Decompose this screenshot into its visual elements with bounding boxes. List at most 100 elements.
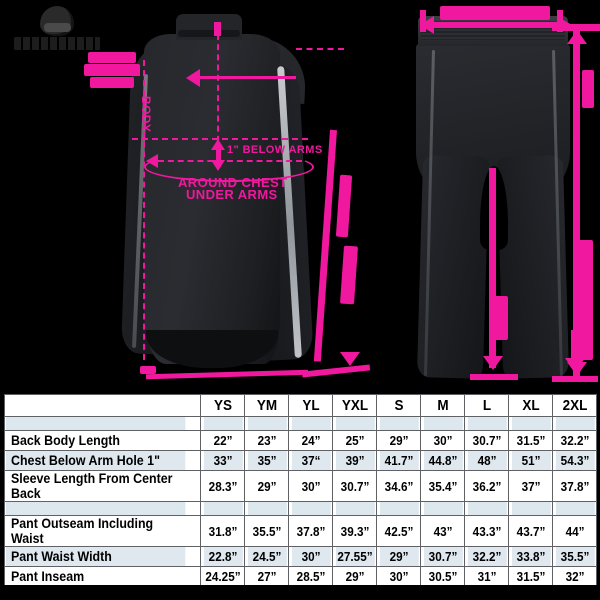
cell: 42.5” [378,515,419,547]
cell: 27.55” [334,546,375,567]
cell: 32” [554,566,595,587]
header-size-yxl: YXL [334,394,375,417]
row-label: Pant Inseam [4,566,186,587]
chest-ellipse [144,152,314,182]
size-chart-table: YS YM YL YXL S M L XL 2XL [4,394,597,587]
outseam-line [573,30,580,376]
table-row: Pant Waist Width 22.8” 24.5” 30” 27.55” … [4,546,597,567]
cell: 30” [290,546,331,567]
outseam-top-cap [552,24,600,31]
table-spacer-row-top [4,416,597,431]
cell: 48” [466,450,507,471]
cell: 33.8” [510,546,551,567]
cell: 37.8” [554,470,595,502]
header-size-yl: YL [290,394,331,417]
row-label: Chest Below Arm Hole 1" [4,450,186,471]
logo-silhouette-icon [40,6,74,36]
shoulder-dimension-line [198,76,296,79]
cell: 32.2” [466,546,507,567]
cell: 29” [246,470,287,502]
track-pants [412,16,574,379]
header-measurement [4,394,186,417]
cell: 33” [202,450,243,471]
outseam-arrow-up-icon [567,30,587,44]
cell: 44” [554,515,595,547]
row-label: Back Body Length [4,430,186,451]
row-label: Sleeve Length From Center Back [4,470,186,502]
outseam-label-blur [578,240,593,360]
cell: 24.25” [202,566,243,587]
product-photo-area: BODY 1" BELOW ARMS AROUND CHEST UNDER AR… [14,6,600,382]
cell: 22” [202,430,243,451]
cell: 32.2” [554,430,595,451]
cell: 41.7” [378,450,419,471]
cell: 30” [378,566,419,587]
cell: 43.3” [466,515,507,547]
waist-width-line [432,22,562,28]
pants-waistband [418,16,568,46]
cell: 34.6” [378,470,419,502]
header-size-ys: YS [202,394,243,417]
cell: 31” [466,566,507,587]
outseam-label-blur-2 [582,70,594,108]
row-label: Pant Waist Width [4,546,186,567]
cell: 37.8” [290,515,331,547]
cell: 30” [290,470,331,502]
jacket-body [144,34,280,364]
header-size-2xl: 2XL [554,394,595,417]
around-chest-label-line1: AROUND CHEST [178,175,288,190]
cell: 35.5” [246,515,287,547]
cell: 35” [246,450,287,471]
shoulder-label-blur-2 [84,64,140,76]
cell: 23” [246,430,287,451]
cell: 29” [334,566,375,587]
center-dashed-line [217,34,219,152]
chest-top-dashed-line [100,74,140,76]
shoulder-label-blur [88,52,136,63]
right-leg-hem-line [571,330,578,364]
cell: 35.4” [422,470,463,502]
cell: 28.3” [202,470,243,502]
one-inch-arrow-up-icon [211,139,225,150]
waist-label-blur [440,6,550,20]
table-header-row: YS YM YL YXL S M L XL 2XL [4,394,597,417]
waist-left-extension [420,10,426,32]
cell: 30.7” [422,546,463,567]
center-top-tick [214,22,221,36]
cell: 31.5” [510,430,551,451]
cell: 36.2” [466,470,507,502]
body-label: BODY [139,96,153,133]
cell: 31.8” [202,515,243,547]
cell: 31.5” [510,566,551,587]
inseam-label-blur [492,296,508,340]
cell: 43.7” [510,515,551,547]
cell: 39.3” [334,515,375,547]
cell: 28.5” [290,566,331,587]
cell: 25” [334,430,375,451]
hem-left-tick [140,366,156,374]
cell: 22.8” [202,546,243,567]
cell: 30.5” [422,566,463,587]
cell: 44.8” [422,450,463,471]
shoulder-label-blur-3 [90,77,134,88]
cell: 54.3” [554,450,595,471]
cell: 29” [378,430,419,451]
table-row: Pant Inseam 24.25” 27” 28.5” 29” 30” 30.… [4,566,597,587]
waist-right-extension [557,10,563,32]
cell: 29” [378,546,419,567]
inseam-arrow-down-icon [483,356,503,370]
table-row: Pant Outseam Including Waist 31.8” 35.5”… [4,515,597,547]
table-spacer-row-middle [4,501,597,516]
logo-wordmark [14,37,100,50]
cell: 37” [510,470,551,502]
sleeve-arrow-down-icon [340,352,360,366]
sleeve-label-blur-2 [339,245,359,305]
inseam-hem-baseline [470,374,518,380]
table-row: Back Body Length 22” 23” 24” 25” 29” 30”… [4,430,597,451]
cell: 30” [422,430,463,451]
around-chest-label-line2: UNDER ARMS [186,187,278,202]
below-arms-label: 1" BELOW ARMS [227,144,323,156]
right-leg-arrow-down-icon [565,358,585,372]
body-vertical-line [143,60,145,360]
